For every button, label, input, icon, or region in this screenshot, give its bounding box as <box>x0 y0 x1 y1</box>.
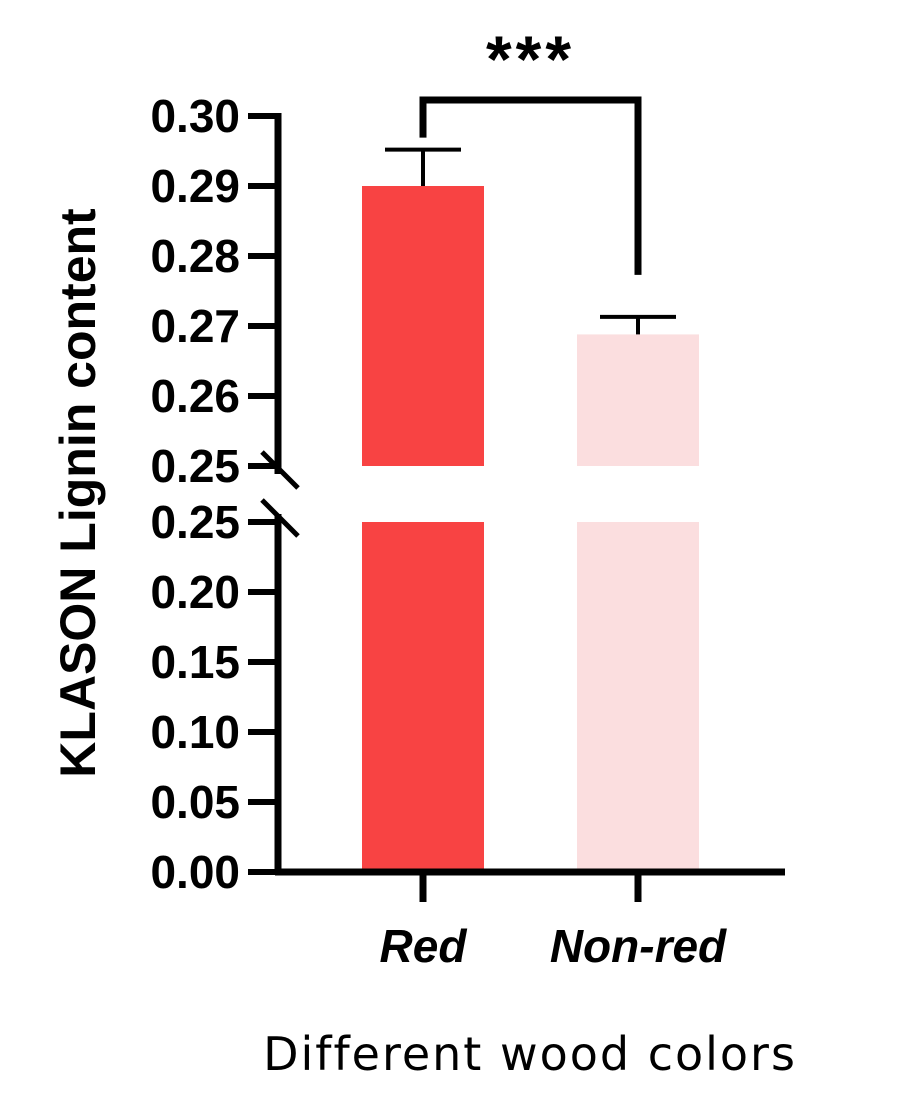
x-tick-label-red: Red <box>380 920 468 972</box>
x-axis-label: Different wood colors <box>263 1027 797 1081</box>
y-tick-label-upper-0.26: 0.26 <box>150 370 240 422</box>
y-tick-label-lower-0.25: 0.25 <box>150 496 240 548</box>
ticks-layer: Red Non-red 0.00 0.05 0.10 0.15 0.20 0.250.25 0.… <box>150 90 727 972</box>
significance-layer: *** <box>419 22 642 275</box>
bar-red-lower <box>362 522 484 872</box>
axis-break-mark-upper <box>260 450 300 490</box>
y-tick-label-lower-0.20: 0.20 <box>150 566 240 618</box>
y-tick-label-upper-0.25: 0.25 <box>150 440 240 492</box>
bars-layer <box>362 186 699 872</box>
y-tick-label-lower-0.10: 0.10 <box>150 706 240 758</box>
y-tick-label-upper-0.28: 0.28 <box>150 230 240 282</box>
y-tick-label-upper-0.29: 0.29 <box>150 160 240 212</box>
significance-label: *** <box>486 22 575 96</box>
y-tick-label-lower-0.00: 0.00 <box>150 846 240 898</box>
y-tick-label-upper-0.30: 0.30 <box>150 90 240 142</box>
significance-bracket <box>419 96 642 275</box>
y-tick-label-lower-0.15: 0.15 <box>150 636 240 688</box>
y-axis-label: KLASON Lignin content <box>50 208 106 778</box>
bar-non-red-lower <box>577 522 699 872</box>
axis-break-mark-lower <box>260 498 300 538</box>
error-bars-layer <box>385 147 676 335</box>
axes-layer <box>260 113 785 876</box>
y-tick-label-lower-0.05: 0.05 <box>150 776 240 828</box>
x-tick-label-non-red: Non-red <box>550 920 727 972</box>
y-tick-label-upper-0.27: 0.27 <box>150 300 240 352</box>
bar-red-upper <box>362 186 484 466</box>
bar-non-red-upper <box>577 334 699 466</box>
